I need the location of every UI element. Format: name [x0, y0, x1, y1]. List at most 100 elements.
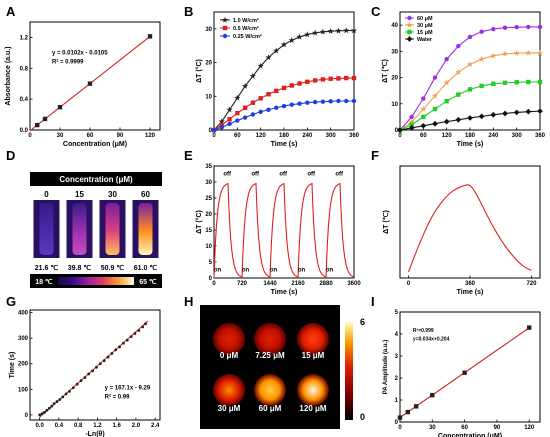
data-point [106, 355, 110, 359]
x-tick-label: 0.0 [35, 423, 44, 429]
data-point [35, 122, 40, 128]
legend-marker [406, 21, 413, 28]
data-point [87, 81, 93, 86]
data-point [479, 29, 484, 34]
pa-colorbar [345, 322, 353, 420]
x-axis-label: Concentration (μM) [63, 141, 127, 148]
data-point [397, 127, 403, 133]
y-tick-label: 20 [205, 61, 212, 67]
well-label: 120 μM [299, 404, 326, 413]
panel-label-F: F [371, 148, 379, 163]
x-tick-label: 0 [398, 425, 402, 431]
data-point [351, 98, 357, 104]
laser-on-label: on [298, 268, 306, 274]
plot-frame [29, 21, 161, 131]
legend-entry: 1.0 W/cm² [233, 17, 259, 24]
data-point [250, 112, 256, 117]
x-tick-label: 90 [117, 133, 124, 139]
data-point [467, 34, 473, 40]
x-tick-label: 0 [212, 133, 216, 139]
y-tick-label: 0.0 [20, 128, 29, 134]
data-point [266, 92, 271, 97]
x-tick-label: 360 [535, 133, 546, 139]
data-point [456, 43, 461, 49]
data-point [467, 87, 473, 92]
panel-label-B: B [184, 4, 193, 19]
legend-entry: 60 μM [417, 16, 433, 22]
x-tick-label: 240 [302, 133, 313, 139]
data-point [79, 379, 83, 383]
r-squared: R² = 0.9999 [52, 59, 84, 66]
y-tick-label: 35 [205, 164, 212, 170]
data-point [57, 104, 63, 110]
thermal-tube [105, 203, 120, 255]
pa-well [254, 374, 286, 406]
x-tick-label: 120 [524, 425, 535, 431]
panel-label-E: E [184, 148, 193, 163]
legend-entry: 0.5 W/cm² [233, 25, 259, 32]
laser-off-label: off [279, 172, 288, 178]
x-tick-label: 360 [349, 133, 360, 139]
chart-i: 0 30 60 90 120 0 1 2 3 4 5 Concentration (μM) PA Amp… [383, 310, 541, 437]
x-tick-label: 1.6 [112, 423, 121, 429]
data-point [50, 404, 54, 408]
data-point [274, 105, 279, 110]
data-point [102, 359, 106, 363]
panel-label-C: C [371, 4, 381, 19]
pa-colorbar-min: 0 [360, 412, 365, 422]
y-tick-label: 30 [205, 180, 212, 186]
data-point [64, 392, 68, 396]
data-point [305, 100, 310, 105]
data-point [491, 81, 496, 87]
y-tick-label: 1 [395, 398, 399, 404]
data-point [219, 122, 224, 128]
data-point [343, 27, 350, 34]
data-point [45, 408, 49, 412]
data-point [320, 99, 326, 104]
panel-label-D: D [6, 148, 15, 163]
data-point [242, 105, 248, 110]
data-point [226, 106, 233, 113]
data-point [312, 99, 318, 105]
chart-b: 0 60 120 180 240 300 360 0 10 20 30 Time (s) ΔT (°C)… [195, 11, 360, 148]
data-point [227, 117, 232, 122]
y-tick-label: 30 [391, 49, 398, 55]
y-tick-label: 5 [209, 260, 213, 266]
x-tick-label: 2.4 [151, 423, 160, 429]
data-point [98, 362, 102, 366]
well-label: 7.25 μM [255, 351, 285, 360]
x-tick-label: 0 [212, 281, 216, 287]
data-point [467, 115, 473, 121]
fit-equation: y = 167.1x - 9.29 [105, 385, 151, 391]
data-point [350, 27, 358, 34]
laser-off-label: off [335, 172, 344, 178]
data-point [235, 118, 240, 123]
data-point [281, 85, 287, 91]
pa-well [297, 323, 329, 355]
data-point [289, 102, 294, 107]
y-tick-label: 10 [205, 94, 212, 100]
heating-cooling-curve [407, 184, 532, 273]
data-point [110, 352, 114, 355]
data-point [137, 329, 141, 332]
data-point [351, 75, 357, 81]
data-point [420, 122, 427, 129]
data-point [430, 392, 435, 398]
data-point [281, 103, 287, 109]
legend-marker [221, 16, 229, 23]
x-tick-label: 300 [326, 133, 337, 139]
data-point [43, 410, 46, 414]
data-point [527, 325, 532, 330]
laser-on-label: on [326, 268, 334, 274]
data-point [502, 80, 508, 85]
pa-well [254, 323, 286, 355]
legend-marker [222, 25, 228, 31]
data-point [537, 79, 543, 85]
y-tick-label: 3 [395, 354, 399, 360]
data-point [129, 335, 133, 339]
thermal-tube [138, 203, 153, 255]
x-tick-label: 360 [465, 281, 476, 287]
y-axis-label: ΔT (℃) [382, 210, 390, 234]
x-tick-label: 0 [28, 133, 32, 139]
panel-label-A: A [6, 4, 16, 19]
